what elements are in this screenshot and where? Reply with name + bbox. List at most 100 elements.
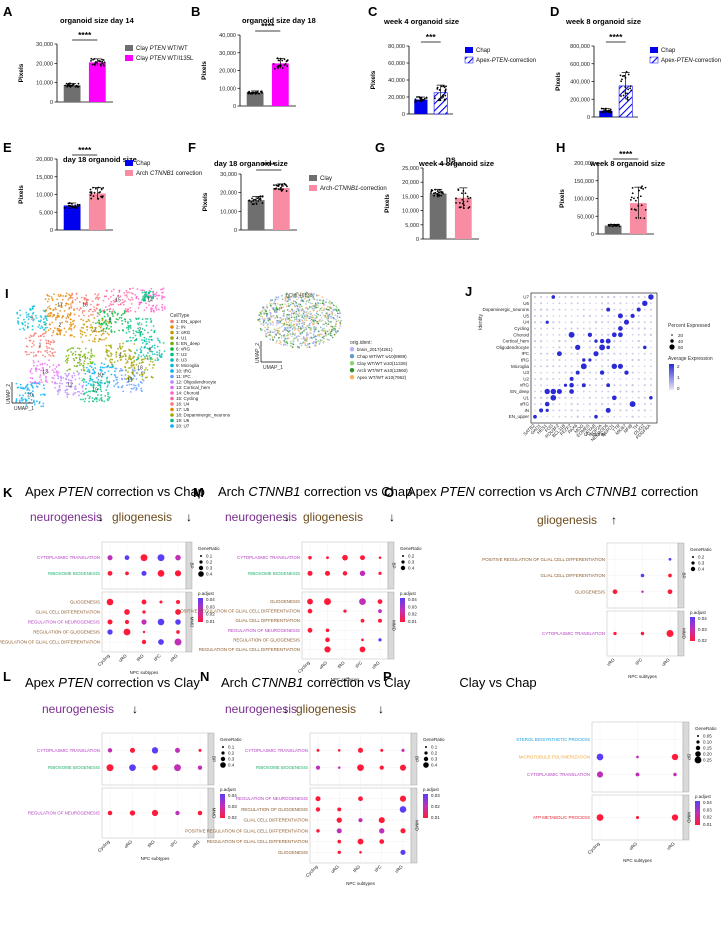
umap2-point <box>278 307 281 309</box>
umap-point <box>70 386 72 389</box>
data-point <box>100 64 102 67</box>
data-point <box>614 224 617 227</box>
umap2-point <box>310 292 313 294</box>
umap2-point <box>312 336 315 338</box>
umap2-point <box>295 310 298 313</box>
go-dot <box>671 814 679 821</box>
umap2-point <box>267 334 270 337</box>
umap-point <box>154 295 157 298</box>
y-tick-label: 10,000 <box>36 81 53 87</box>
umap2-point <box>316 310 319 313</box>
umap-point <box>103 366 105 369</box>
dotplot-dot <box>625 384 628 387</box>
umap-point <box>105 337 107 340</box>
celltype-label: 19: U6 <box>176 418 190 423</box>
umap2-point <box>284 319 287 321</box>
go-dot <box>337 807 342 812</box>
go-term-label: STEROL BIOSYNTHETIC PROCESS <box>516 737 590 742</box>
umap-point <box>132 364 135 367</box>
umap-point <box>112 379 115 382</box>
umap-point <box>117 312 119 315</box>
umap-point <box>89 375 92 378</box>
umap-point <box>69 334 72 337</box>
umap-point <box>141 327 144 330</box>
umap2-point <box>328 306 330 308</box>
data-point <box>63 207 66 209</box>
dotplot-dot <box>613 415 616 418</box>
celltype-legend-title: CellType <box>170 313 190 319</box>
umap2-point <box>261 317 264 320</box>
umap-point <box>118 291 121 293</box>
data-point <box>434 97 436 100</box>
data-point <box>103 61 106 64</box>
go-dot <box>141 639 147 645</box>
go-term-label: GLIAL CELL DIFFERENTIATION <box>541 573 606 578</box>
go-x-label: vRG <box>666 841 676 851</box>
umap-point <box>25 337 27 340</box>
umap-point <box>61 315 64 318</box>
go-dot <box>399 806 407 813</box>
umap-point <box>126 296 128 298</box>
umap-point <box>90 313 92 316</box>
padj-value: 0.02 <box>206 612 215 617</box>
umap-point <box>102 299 105 302</box>
data-point <box>249 92 252 95</box>
umap-point <box>71 299 74 302</box>
umap-point <box>101 317 104 320</box>
umap2-point <box>286 333 289 335</box>
umap-point <box>124 318 127 321</box>
umap-point <box>52 309 55 311</box>
umap-point <box>99 326 102 329</box>
dotplot-dot <box>558 415 561 418</box>
umap-point <box>44 327 47 329</box>
umap2-point <box>303 311 305 313</box>
dotplot-dot <box>533 414 537 419</box>
umap-point <box>61 298 64 301</box>
umap-point <box>150 335 153 338</box>
dotplot-dot <box>619 302 622 305</box>
umap-point <box>78 314 80 317</box>
go-x-label: IPC <box>634 657 643 666</box>
umap-point <box>137 327 140 330</box>
umap2-point <box>284 293 287 296</box>
celltype-label: 18: Dopaminergic_neurons <box>176 413 231 418</box>
go-term-label: GLIOGENESIS <box>70 600 100 605</box>
umap2-point <box>267 317 269 319</box>
umap2-point <box>335 309 337 311</box>
umap-point <box>129 318 131 321</box>
identity-label: IN <box>525 408 530 413</box>
umap-point <box>114 374 117 377</box>
umap-point <box>42 405 45 408</box>
umap2-point <box>296 317 298 319</box>
umap2-point <box>297 329 300 332</box>
umap-point <box>93 389 95 392</box>
umap-point <box>100 334 103 337</box>
umap-point <box>115 353 118 356</box>
go-dot <box>668 573 672 578</box>
feature-label: TH <box>632 423 640 431</box>
dotplot-dot <box>649 321 652 324</box>
umap2-point <box>325 316 328 318</box>
umap-point <box>26 313 28 316</box>
umap2-point <box>310 316 313 319</box>
umap-point <box>32 393 34 396</box>
umap-point <box>115 355 118 358</box>
dotplot-dot <box>595 403 597 405</box>
dotplot-dot <box>564 415 567 418</box>
umap2-point <box>288 330 291 332</box>
umap2-point <box>290 314 293 316</box>
umap-point <box>110 300 113 303</box>
umap-point <box>137 306 140 309</box>
umap-point <box>100 324 103 327</box>
umap2-point <box>273 328 276 330</box>
umap2-point <box>262 320 265 323</box>
umap-point <box>143 329 146 332</box>
dotplot-dot <box>623 319 630 325</box>
dotplot-dot <box>577 378 579 380</box>
y-tick-label: 0 <box>402 112 405 118</box>
dotplot-dot <box>588 358 592 362</box>
umap-point <box>155 294 158 297</box>
umap-point <box>98 384 101 386</box>
